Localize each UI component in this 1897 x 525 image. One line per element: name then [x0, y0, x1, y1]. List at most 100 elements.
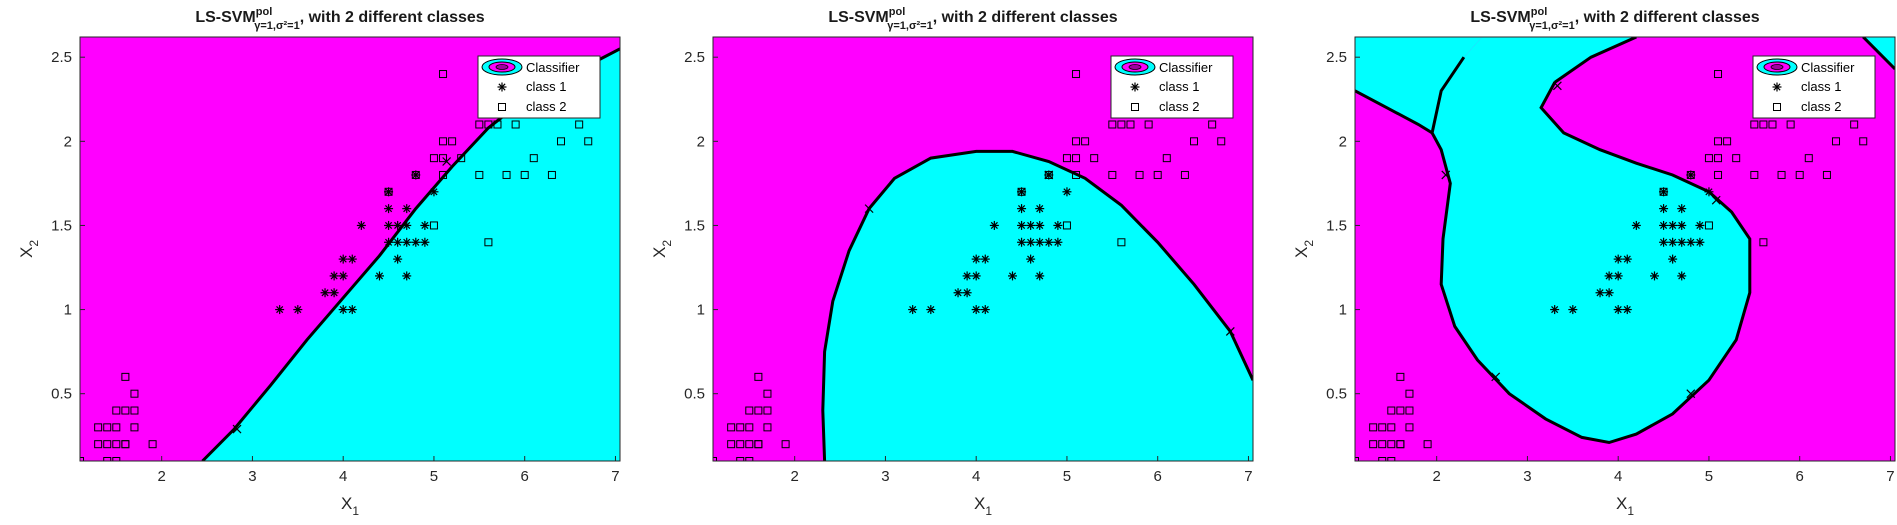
x-tick-label: 3	[881, 468, 889, 485]
class-2-point	[130, 389, 139, 398]
legend: Classifier class 1 class 2	[1110, 55, 1234, 119]
class-2-point	[1378, 440, 1387, 449]
class-2-point	[1153, 170, 1162, 179]
class-1-point	[908, 305, 918, 315]
class-2-point	[1822, 170, 1831, 179]
class-1-point	[1659, 187, 1669, 197]
class-2-point	[1723, 137, 1732, 146]
support-vector-mark	[1225, 327, 1235, 336]
class-1-point	[1659, 220, 1669, 230]
class-1-point	[1677, 271, 1687, 281]
class-2-point	[1850, 120, 1859, 129]
class-2-point	[1750, 170, 1759, 179]
class-2-point	[736, 457, 745, 461]
class-1-point	[1035, 271, 1045, 281]
class-2-point	[745, 440, 754, 449]
class-2-point	[1072, 137, 1081, 146]
class-2-point	[457, 154, 466, 163]
class-1-point	[1622, 305, 1632, 315]
class-1-point	[1677, 220, 1687, 230]
class-2-point	[502, 170, 511, 179]
class-2-point	[1704, 154, 1713, 163]
class-1-point	[384, 220, 394, 230]
class-2-point	[763, 389, 772, 398]
class-2-point	[130, 406, 139, 415]
class-1-legend-icon	[1772, 82, 1782, 92]
class-1-point	[356, 220, 366, 230]
class-1-legend-icon	[1130, 82, 1140, 92]
class-2-point	[475, 170, 484, 179]
class-2-point	[1081, 137, 1090, 146]
class-2-point	[1387, 423, 1396, 432]
class-2-point	[745, 457, 754, 461]
class-1-point	[1595, 288, 1605, 298]
class-2-point	[1369, 423, 1378, 432]
class-2-point	[121, 372, 130, 381]
class-1-point	[1677, 204, 1687, 214]
class-1-point	[1026, 220, 1036, 230]
x-tick-label: 4	[339, 468, 347, 485]
support-vector-mark	[442, 157, 452, 166]
class-1-point	[1035, 220, 1045, 230]
class-2-point	[1387, 406, 1396, 415]
class-2-point	[148, 440, 157, 449]
class-2-point	[1777, 170, 1786, 179]
class-1-point	[953, 288, 963, 298]
class-2-point	[1369, 440, 1378, 449]
class-2-point	[103, 423, 112, 432]
decision-boundary	[1355, 89, 1433, 135]
class-1-point	[1026, 254, 1036, 264]
class-2-point	[1378, 423, 1387, 432]
class-2-point	[1714, 170, 1723, 179]
class-1-point	[338, 271, 348, 281]
class-2-point	[1072, 170, 1081, 179]
class-2-point	[1387, 440, 1396, 449]
class-2-point	[736, 423, 745, 432]
class-1-point	[393, 220, 403, 230]
class-1-point	[1062, 187, 1072, 197]
class-1-point	[1568, 305, 1578, 315]
class-1-point	[1695, 220, 1705, 230]
class-2-point	[754, 406, 763, 415]
class-1-point	[338, 305, 348, 315]
class-2-point	[529, 154, 538, 163]
x-tick-label: 2	[158, 468, 166, 485]
y-tick-label: 1	[697, 302, 705, 319]
class-2-point	[1750, 120, 1759, 129]
class-2-point	[112, 457, 121, 461]
class-2-point	[1190, 137, 1199, 146]
plot-frame	[79, 36, 621, 462]
class-2-point	[754, 440, 763, 449]
class-2-point	[1405, 423, 1414, 432]
class-1-point	[1686, 170, 1696, 180]
class-1-point	[1659, 237, 1669, 247]
legend-entry-class-1: class 1	[526, 79, 566, 94]
class-2-point	[439, 137, 448, 146]
class-1-point	[1677, 237, 1687, 247]
class-1-point	[402, 271, 412, 281]
class-2-point	[121, 406, 130, 415]
class-1-point	[1668, 220, 1678, 230]
decision-boundary	[1862, 37, 1895, 71]
class-1-point	[1686, 237, 1696, 247]
class-2-point	[1062, 154, 1071, 163]
class-2-point	[439, 70, 448, 79]
region-class-2	[1355, 37, 1483, 133]
class-2-legend-icon	[498, 103, 506, 111]
class-2-point	[745, 423, 754, 432]
class-1-point	[1631, 220, 1641, 230]
class-2-point	[439, 170, 448, 179]
class-1-point	[980, 305, 990, 315]
class-1-point	[320, 288, 330, 298]
class-2-point	[1208, 120, 1217, 129]
class-1-point	[1017, 204, 1027, 214]
support-vector-mark	[1441, 170, 1451, 180]
x-tick-label: 7	[611, 468, 619, 485]
y-tick-label: 2.5	[684, 49, 705, 66]
region-class-2	[202, 37, 620, 461]
class-2-point	[1162, 154, 1171, 163]
class-2-point	[727, 423, 736, 432]
class-1-point	[411, 170, 421, 180]
class-2-point	[1396, 372, 1405, 381]
